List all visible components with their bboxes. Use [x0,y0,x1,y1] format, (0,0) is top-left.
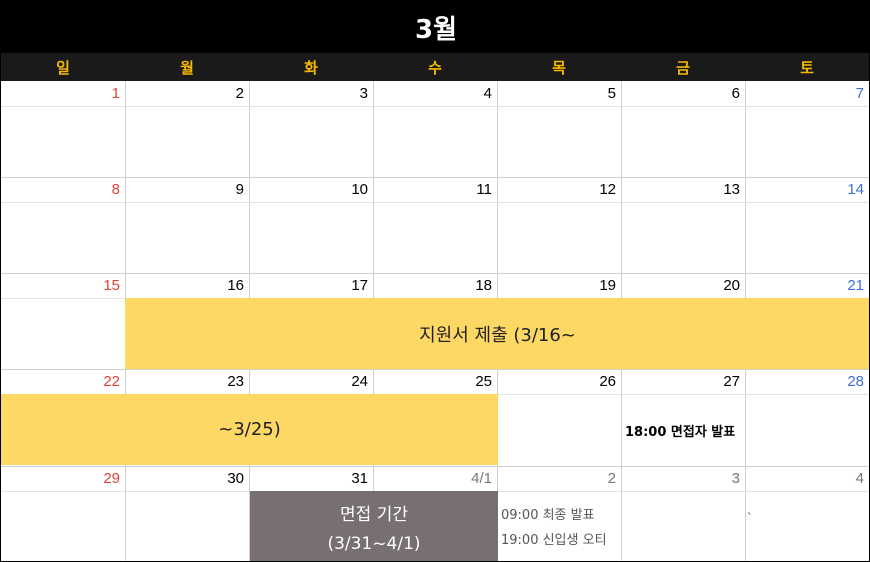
date-cell[interactable]: 10 [351,181,368,198]
weekday-sun: 일 [56,58,70,77]
date-cell[interactable]: 8 [111,181,120,198]
date-cell[interactable]: 31 [351,470,368,487]
weekday-mon: 월 [180,58,194,77]
date-cell[interactable]: 25 [475,373,492,390]
date-cell[interactable]: 11 [476,181,492,198]
date-cell[interactable]: 4 [483,85,492,102]
grid-date-divider [1,202,869,203]
interview-range: (3/31~4/1) [327,534,421,555]
weekday-thu: 목 [552,58,566,77]
date-cell[interactable]: 2 [607,470,616,487]
date-cell[interactable]: 23 [227,373,244,390]
date-cell[interactable]: 19 [599,277,616,294]
date-cell[interactable]: 26 [599,373,616,390]
date-cell[interactable]: 1 [111,85,120,102]
date-cell[interactable]: 22 [103,373,120,390]
date-cell[interactable]: 30 [227,470,244,487]
date-cell[interactable]: 16 [227,277,244,294]
date-cell[interactable]: 9 [235,181,244,198]
event-interviewee-announce[interactable]: 18:00 면접자 발표 [625,425,736,440]
month-title: 3월 [1,1,869,53]
weekday-fri: 금 [676,58,690,77]
date-cell[interactable]: 29 [103,470,120,487]
weekday-sat: 토 [800,58,814,77]
date-cell[interactable]: 17 [351,277,368,294]
date-cell[interactable]: 15 [103,277,120,294]
interview-title: 면접 기간 [340,504,408,525]
weekday-header: 일 월 화 수 목 금 토 [1,53,869,81]
grid-date-divider [1,106,869,107]
date-cell[interactable]: 5 [607,85,616,102]
date-cell[interactable]: 20 [723,277,740,294]
grid-week-divider [1,466,869,467]
date-cell[interactable]: 6 [731,85,740,102]
date-cell[interactable]: 14 [847,181,864,198]
event-interview-period[interactable]: 면접 기간 (3/31~4/1) [250,491,498,561]
grid-week-divider [1,273,869,274]
date-cell[interactable]: 4 [855,470,864,487]
date-cell[interactable]: 4/1 [471,470,492,487]
date-cell[interactable]: 12 [599,181,616,198]
date-cell[interactable]: 21 [847,277,864,294]
date-cell[interactable]: 2 [235,85,244,102]
date-cell[interactable]: 3 [359,85,368,102]
event-application-end[interactable]: ~3/25) [1,394,498,465]
grid-week-divider [1,369,869,370]
grid-week-divider [1,177,869,178]
event-application-start[interactable]: 지원서 제출 (3/16~ [125,298,869,369]
date-cell[interactable]: 3 [731,470,740,487]
event-final-announce[interactable]: 09:00 최종 발표 [501,508,595,523]
event-orientation[interactable]: 19:00 신입생 오티 [501,533,607,548]
weekday-tue: 화 [304,58,318,77]
date-cell[interactable]: 18 [475,277,492,294]
date-cell[interactable]: 24 [351,373,368,390]
stray-mark: ˋ [747,511,753,524]
date-cell[interactable]: 28 [847,373,864,390]
date-cell[interactable]: 27 [723,373,740,390]
date-cell[interactable]: 7 [855,85,864,102]
date-cell[interactable]: 13 [723,181,740,198]
weekday-wed: 수 [428,58,442,77]
